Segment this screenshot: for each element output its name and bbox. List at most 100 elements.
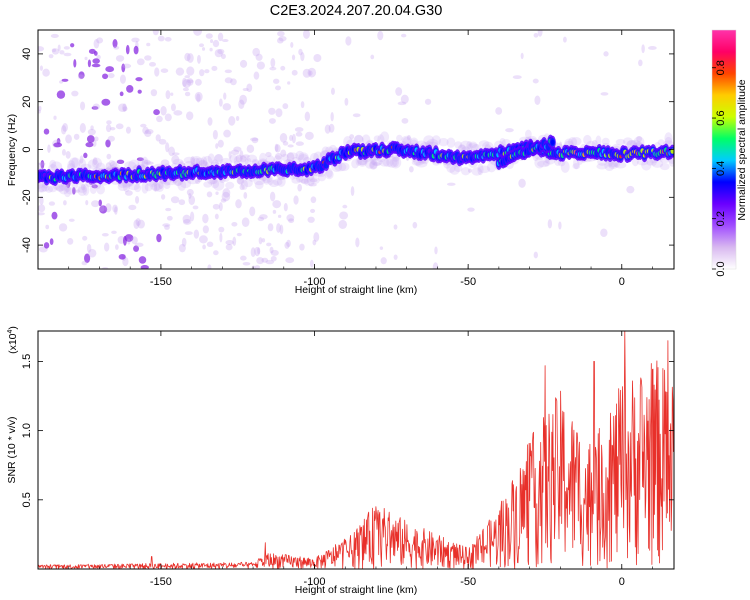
spectrogram-noise-speck xyxy=(150,89,158,97)
spectrogram-noise-speck xyxy=(157,35,165,42)
spectrogram-noise-speck xyxy=(48,54,54,59)
spectrogram-heatmap xyxy=(38,30,674,269)
colorbar-tick-label: 0.4 xyxy=(715,161,727,176)
spectrogram-halo xyxy=(622,137,633,146)
spectrogram-noise-speck xyxy=(136,157,144,162)
spectrogram-halo xyxy=(63,185,72,198)
spectrogram-noise-speck xyxy=(113,45,120,50)
spectrogram-noise-speck xyxy=(284,241,290,249)
spectrogram-noise-speck xyxy=(277,30,285,37)
spectrogram-halo xyxy=(92,182,102,190)
spectrogram-noise-speck xyxy=(119,74,126,84)
spectrogram-noise-speck xyxy=(188,195,196,206)
spectrogram-noise-speck xyxy=(144,55,152,61)
spectrogram-halo xyxy=(431,135,441,146)
spectrogram-noise-speck xyxy=(61,78,69,82)
spectrogram-noise-speck xyxy=(105,162,112,171)
spectrogram-noise-speck xyxy=(190,156,196,166)
spectrogram-halo xyxy=(254,180,264,190)
spectrogram-noise-speck xyxy=(85,142,94,148)
spectrogram-halo xyxy=(96,184,105,195)
spectrogram-halo xyxy=(543,159,551,167)
spectrogram-noise-speck xyxy=(310,196,317,204)
spectrogram-noise-speck xyxy=(330,112,334,122)
spectrogram-halo xyxy=(449,165,460,175)
spectrogram-noise-speck xyxy=(186,79,194,84)
spectrogram-noise-speck xyxy=(239,155,247,163)
spectrogram-noise-speck xyxy=(142,126,149,135)
spectrogram-noise-speck xyxy=(122,106,128,112)
spectrogram-noise-speck xyxy=(105,139,111,148)
spectrogram-halo xyxy=(343,136,353,148)
spectrogram-noise-speck xyxy=(98,199,102,207)
spectrogram-halo xyxy=(298,152,309,161)
spectrogram-noise-speck xyxy=(242,154,250,158)
spectrogram-x-tick-label: -150 xyxy=(150,276,172,288)
spectrogram-noise-speck xyxy=(280,149,287,157)
spectrogram-noise-speck xyxy=(217,32,224,42)
spectrogram-halo xyxy=(269,179,279,188)
spectrogram-noise-speck xyxy=(532,78,539,84)
spectrogram-halo xyxy=(195,157,205,166)
spectrogram-noise-speck xyxy=(125,44,130,55)
snr-x-axis-label: Height of straight line (km) xyxy=(295,584,418,596)
spectrogram-noise-speck xyxy=(51,48,60,55)
spectrogram-noise-speck xyxy=(128,204,137,211)
spectrogram-noise-speck xyxy=(600,228,608,238)
spectrogram-noise-speck xyxy=(194,91,203,102)
spectrogram-halo xyxy=(571,136,582,146)
spectrogram-noise-speck xyxy=(242,262,251,266)
spectrogram-noise-speck xyxy=(107,135,115,142)
spectrogram-noise-speck xyxy=(308,70,313,76)
spectrogram-noise-speck xyxy=(111,230,117,235)
spectrogram-noise-speck xyxy=(114,206,118,215)
spectrogram-halo xyxy=(295,150,305,161)
spectrogram-noise-speck xyxy=(106,153,112,160)
spectrogram-noise-speck xyxy=(182,87,189,92)
spectrogram-halo xyxy=(38,184,48,193)
spectrogram-noise-speck xyxy=(192,205,199,210)
spectrogram-noise-speck xyxy=(51,211,58,220)
spectrogram-y-tick-label: 40 xyxy=(21,48,33,60)
spectrogram-noise-speck xyxy=(250,247,256,258)
spectrogram-noise-speck xyxy=(242,87,249,92)
spectrogram-halo xyxy=(152,181,160,192)
spectrogram-noise-speck xyxy=(71,90,79,97)
spectrogram-noise-speck xyxy=(170,92,174,96)
spectrogram-noise-speck xyxy=(377,30,384,41)
spectrogram-halo xyxy=(325,146,334,153)
spectrogram-noise-speck xyxy=(58,223,68,232)
spectrogram-halo xyxy=(200,156,208,168)
spectrogram-y-tick-label: 0 xyxy=(21,146,33,152)
snr-y-tick-label: 1.0 xyxy=(21,423,33,438)
spectrogram-noise-speck xyxy=(135,218,141,227)
spectrogram-noise-speck xyxy=(286,152,295,163)
spectrogram-halo xyxy=(454,141,463,149)
snr-y-tick-label: 1.5 xyxy=(21,354,33,369)
spectrogram-noise-speck xyxy=(324,124,331,134)
spectrogram-halo xyxy=(467,143,479,151)
spectrogram-halo xyxy=(324,170,334,180)
spectrogram-halo xyxy=(382,158,394,168)
spectrogram-noise-speck xyxy=(164,113,172,122)
spectrogram-halo xyxy=(144,183,153,192)
snr-multiplier-label: (x104) xyxy=(7,326,19,354)
spectrogram-halo xyxy=(391,154,400,162)
spectrogram-noise-speck xyxy=(47,144,51,153)
spectrogram-halo xyxy=(243,178,253,188)
spectrogram-noise-speck xyxy=(122,63,132,69)
spectrogram-halo xyxy=(334,162,347,172)
spectrogram-noise-speck xyxy=(268,118,276,124)
spectrogram-noise-speck xyxy=(50,33,59,39)
spectrogram-noise-speck xyxy=(39,196,44,205)
spectrogram-halo xyxy=(124,161,137,169)
spectrogram-noise-speck xyxy=(60,125,67,135)
spectrogram-noise-speck xyxy=(43,128,50,135)
spectrogram-x-axis-label: Height of straight line (km) xyxy=(295,284,418,296)
spectrogram-noise-speck xyxy=(193,30,202,36)
colorbar: 0.0 0.2 0.4 0.6 0.8 Normalized spectral ampl… xyxy=(711,29,748,277)
spectrogram-halo xyxy=(214,153,223,162)
spectrogram-noise-speck xyxy=(85,200,89,206)
spectrogram-noise-speck xyxy=(274,143,279,152)
spectrogram-halo xyxy=(608,162,618,170)
